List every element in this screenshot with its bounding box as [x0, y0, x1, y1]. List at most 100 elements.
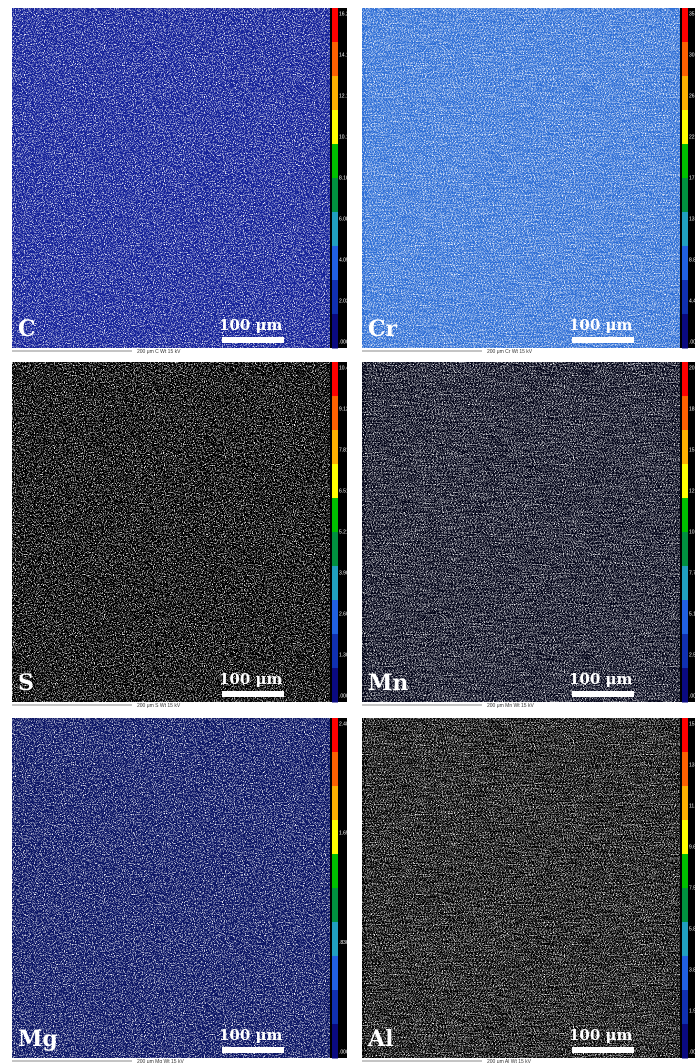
footer-text: 200 μm S Wt 15 kV	[137, 703, 181, 709]
colorbar-segment	[332, 280, 338, 315]
colorbar-segment	[682, 498, 688, 533]
colorbar-segment	[682, 854, 688, 889]
colorbar-label: 14.19	[339, 52, 352, 58]
colorbar-label: 18.	[689, 406, 695, 412]
colorbar-segment	[332, 752, 338, 787]
colorbar-label: 1.9	[689, 1008, 695, 1014]
colorbar-label: .000	[339, 339, 349, 345]
colorbar-segment	[682, 314, 688, 349]
element-label: C	[18, 316, 36, 342]
footer-text: 200 μm Al Wt 15 kV	[487, 1059, 532, 1063]
colorbar-label: 8.8	[689, 257, 695, 263]
colorbar-label: 4.4	[689, 298, 695, 304]
colorbar-label: 5.1	[689, 611, 695, 617]
colorbar-segment	[332, 498, 338, 533]
map-speckle-fine	[365, 8, 684, 348]
colorbar-segment	[332, 1024, 338, 1059]
footer-text: 200 μm C Wt 15 kV	[137, 349, 181, 355]
colorbar-label: 2.606	[339, 611, 352, 617]
colorbar-label: 1.303	[339, 652, 352, 658]
colorbar-segment	[332, 144, 338, 179]
colorbar-segment	[682, 246, 688, 281]
colorbar-label: 5.211	[339, 529, 351, 535]
element-map-panel: 15. 13. 11. 9.6 7.5 5.8 3.8 1.9 .00 Al 100 μm 200 μ…	[362, 718, 695, 1063]
colorbar-segment	[332, 532, 338, 567]
colorbar-label: 16.21	[339, 11, 352, 17]
colorbar-label: 6.514	[339, 488, 352, 494]
colorbar-segment	[332, 786, 338, 821]
colorbar-label: .00	[689, 1049, 695, 1055]
scale-bar-label: 100 μm	[219, 316, 283, 334]
colorbar-segment	[332, 634, 338, 669]
colorbar-segment	[332, 110, 338, 145]
colorbar-segment	[332, 922, 338, 957]
colorbar-segment	[682, 464, 688, 499]
element-label: Mn	[368, 670, 408, 696]
colorbar-segment	[332, 42, 338, 77]
colorbar-segment	[332, 854, 338, 889]
colorbar-label: .000	[339, 1049, 349, 1055]
map-speckle-fine	[365, 362, 684, 702]
footer-text: 200 μm Cr Wt 15 kV	[487, 349, 533, 355]
element-map-panel: 16.21 14.19 12.16 10.13 8.106 6.080 4.053 2.027…	[12, 8, 352, 355]
colorbar-segment	[682, 600, 688, 635]
colorbar-label: .00	[689, 339, 695, 345]
map-speckle-fine	[12, 362, 331, 702]
element-map-panel: 20. 18. 15. 12. 10. 7.7 5.1 2.5 .00 Mn 100 μm 200 μ…	[362, 362, 695, 709]
colorbar-segment	[682, 42, 688, 77]
element-map-panel: 2.489 1.659 .830 .000 Mg 100 μm 200 μm Mg Wt 1…	[12, 718, 352, 1063]
colorbar-label: 8.106	[339, 175, 352, 181]
colorbar-segment	[682, 76, 688, 111]
colorbar-segment	[682, 922, 688, 957]
colorbar-segment	[332, 888, 338, 923]
colorbar-segment	[332, 314, 338, 349]
colorbar-label: 35	[689, 11, 695, 17]
colorbar-segment	[332, 566, 338, 601]
map-speckle-fine	[12, 718, 331, 1058]
colorbar-segment	[682, 110, 688, 145]
colorbar-segment	[332, 668, 338, 703]
colorbar-segment	[682, 280, 688, 315]
colorbar-segment	[682, 786, 688, 821]
colorbar-segment	[332, 600, 338, 635]
colorbar-segment	[682, 532, 688, 567]
colorbar-segment	[332, 430, 338, 465]
scale-bar-label: 100 μm	[569, 1026, 633, 1044]
colorbar-label: 20.	[689, 365, 695, 371]
colorbar-label: 15.	[689, 721, 695, 727]
colorbar-segment	[682, 956, 688, 991]
colorbar-segment	[332, 990, 338, 1025]
colorbar-label: 9.120	[339, 406, 352, 412]
colorbar-label: 3.8	[689, 967, 695, 973]
colorbar-segment	[332, 362, 338, 397]
element-label: Mg	[18, 1026, 58, 1052]
scale-bar	[222, 691, 284, 697]
colorbar-label: 11.	[689, 803, 695, 809]
colorbar-segment	[682, 8, 688, 43]
colorbar-label: 2.027	[339, 298, 352, 304]
colorbar-segment	[332, 820, 338, 855]
colorbar-segment	[332, 76, 338, 111]
colorbar-label: 15.	[689, 447, 695, 453]
colorbar-label: 3.908	[339, 570, 352, 576]
colorbar-label: 4.053	[339, 257, 352, 263]
footer-text: 200 μm Mg Wt 15 kV	[137, 1059, 184, 1063]
colorbar-segment	[332, 8, 338, 43]
colorbar-segment	[682, 362, 688, 397]
colorbar-segment	[682, 718, 688, 753]
colorbar-label: 26.	[689, 93, 695, 99]
colorbar-label: 7.817	[339, 447, 352, 453]
colorbar-segment	[332, 178, 338, 213]
colorbar-segment	[682, 178, 688, 213]
colorbar-segment	[332, 956, 338, 991]
element-map-panel: 35 30. 26. 22. 17. 13. 8.8 4.4 .00 Cr 100 μm 200 μm…	[362, 8, 695, 355]
colorbar-segment	[682, 752, 688, 787]
colorbar-label: 12.16	[339, 93, 352, 99]
colorbar-segment	[682, 144, 688, 179]
colorbar-segment	[332, 464, 338, 499]
colorbar-segment	[682, 1024, 688, 1059]
colorbar-segment	[682, 634, 688, 669]
scale-bar	[572, 337, 634, 343]
colorbar-segment	[332, 246, 338, 281]
